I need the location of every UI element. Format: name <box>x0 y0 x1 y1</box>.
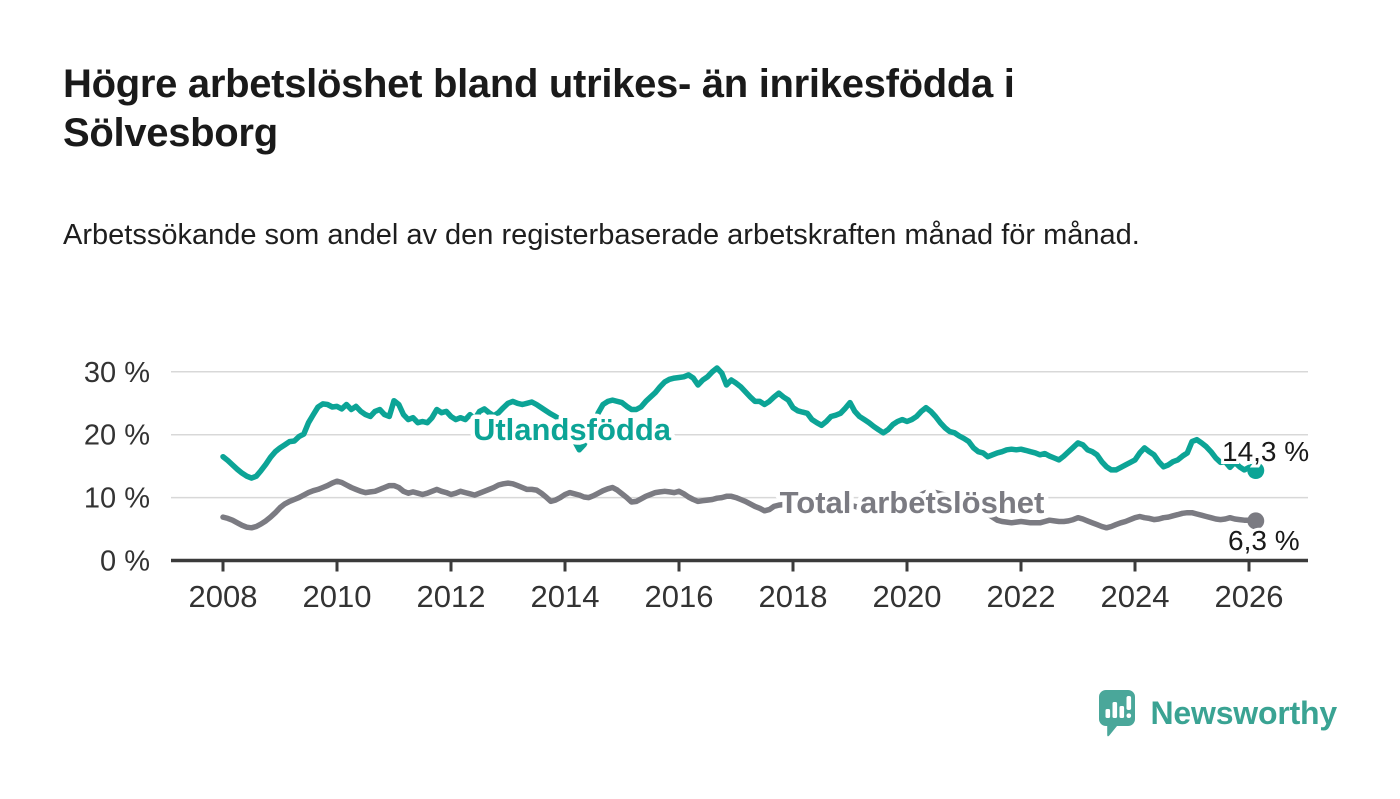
x-tick-label: 2012 <box>417 579 486 614</box>
end-value-label-total: 6,3 % <box>1228 525 1300 556</box>
x-tick-label: 2010 <box>303 579 372 614</box>
x-tick-label: 2014 <box>531 579 600 614</box>
series-line-utlandsfodda <box>220 365 1257 481</box>
newsworthy-logo-icon <box>1098 690 1135 737</box>
x-tick-label: 2026 <box>1215 579 1284 614</box>
series-label-total: Total arbetslöshet <box>780 485 1045 520</box>
page-title: Högre arbetslöshet bland utrikes- än inr… <box>63 62 1015 155</box>
newsworthy-logo-text: Newsworthy <box>1150 694 1338 731</box>
newsworthy-logo: Newsworthy <box>1097 688 1338 738</box>
y-tick-label: 10 % <box>84 483 150 515</box>
mini-bar-chart-icon <box>1105 696 1131 718</box>
end-dot-total <box>1247 512 1265 530</box>
end-dot-utlandsfodda <box>1247 462 1265 480</box>
x-tick-label: 2016 <box>645 579 714 614</box>
x-tick-label: 2008 <box>189 579 258 614</box>
end-value-label-utlandsfodda: 14,3 % <box>1222 436 1309 467</box>
y-tick-label: 20 % <box>84 420 150 452</box>
y-tick-label: 0 % <box>100 546 150 578</box>
series-label-utlandsfodda: Utlandsfödda <box>473 412 672 447</box>
chart-subtitle: Arbetssökande som andel av den registerb… <box>63 219 1140 251</box>
x-tick-label: 2024 <box>1101 579 1170 614</box>
series-line-total <box>220 478 1257 531</box>
y-tick-label: 30 % <box>84 357 150 389</box>
x-tick-label: 2020 <box>873 579 942 614</box>
x-tick-label: 2018 <box>759 579 828 614</box>
x-tick-label: 2022 <box>987 579 1056 614</box>
